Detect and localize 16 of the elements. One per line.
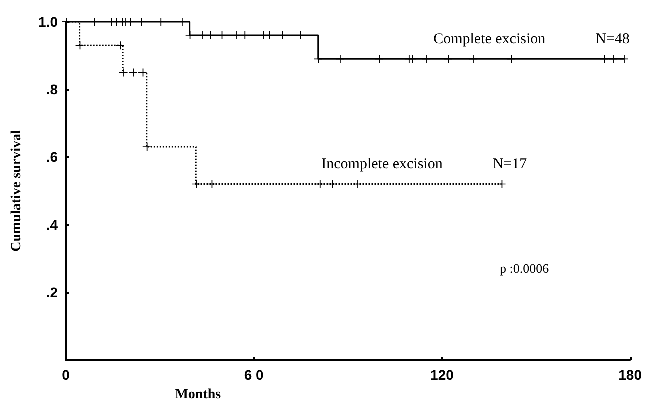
annotation: p :0.0006 (500, 261, 550, 276)
x-axis-title: Months (175, 388, 222, 402)
annotation: N=17 (492, 156, 528, 173)
y-tick-label: .4 (46, 216, 58, 233)
y-tick-label: .8 (46, 82, 58, 98)
x-tick-label: 180 (618, 367, 642, 383)
y-tick-label: 1.0 (38, 14, 58, 30)
y-tick-label: .2 (46, 284, 58, 300)
y-axis-title: Cumulative survival (10, 130, 24, 252)
x-tick-label: 120 (430, 367, 454, 383)
x-tick-label: 0 (62, 367, 70, 383)
x-tick-label: 6 0 (244, 367, 264, 383)
y-tick-label: .6 (46, 149, 58, 166)
series-label: Incomplete excision (322, 156, 444, 173)
annotation: N=48 (596, 32, 630, 48)
series-label: Complete excision (434, 32, 546, 48)
